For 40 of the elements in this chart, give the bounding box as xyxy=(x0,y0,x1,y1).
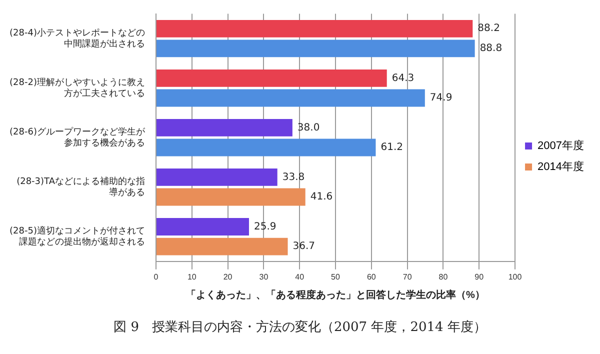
x-tick-label: 90 xyxy=(474,272,484,282)
legend-label: 2007年度 xyxy=(538,139,584,152)
data-label: 38.0 xyxy=(297,122,320,134)
bar xyxy=(156,188,306,206)
text: 図 9 授業科目の内容・方法の変化（2007 年度，2014 年度） xyxy=(112,319,488,336)
x-tick-label: 100 xyxy=(508,272,522,282)
data-label: 25.9 xyxy=(254,221,276,232)
x-tick-label: 0 xyxy=(154,272,159,282)
x-axis-title: 「よくあった」、「ある程度あった」と回答した学生の比率（%） xyxy=(186,288,485,301)
y-tick-label: (28-6)グループワークなど学生が参加する機会がある xyxy=(10,126,146,148)
x-tick-label: 40 xyxy=(295,272,305,282)
x-tick-label: 50 xyxy=(331,272,341,282)
legend-label: 2014年度 xyxy=(538,160,584,174)
bar xyxy=(156,69,387,87)
bar xyxy=(156,238,288,256)
bar xyxy=(156,138,376,156)
data-label: 74.9 xyxy=(430,92,452,104)
x-tick-label: 10 xyxy=(187,272,197,282)
data-label: 61.2 xyxy=(380,142,403,154)
y-tick-label: (28-2)理解がしやすいように教え方が工夫されている xyxy=(10,77,145,99)
data-label: 36.7 xyxy=(292,241,316,252)
y-tick-label: (28-5)適切なコメントが付されて課題などの提出物が返却される xyxy=(10,226,145,248)
data-label: 88.2 xyxy=(478,23,500,34)
bar xyxy=(156,118,292,136)
x-tick-label: 70 xyxy=(402,272,412,282)
y-tick-label: (28-4)小テストやレポートなどの中間課題が出される xyxy=(10,28,145,50)
data-label: 41.6 xyxy=(310,192,333,203)
bar xyxy=(156,20,473,38)
bar xyxy=(156,89,425,107)
x-tick-label: 60 xyxy=(366,272,376,282)
bar xyxy=(156,218,249,236)
bar xyxy=(156,40,475,58)
bar xyxy=(156,168,278,186)
data-label: 33.8 xyxy=(282,172,305,183)
y-tick-label: (28-3)TAなどによる補助的な指導がある xyxy=(16,176,145,198)
data-label: 64.3 xyxy=(392,72,414,84)
data-label: 88.8 xyxy=(480,43,502,54)
x-tick-label: 20 xyxy=(223,272,233,282)
x-tick-label: 30 xyxy=(259,272,269,282)
x-tick-label: 80 xyxy=(438,272,448,282)
